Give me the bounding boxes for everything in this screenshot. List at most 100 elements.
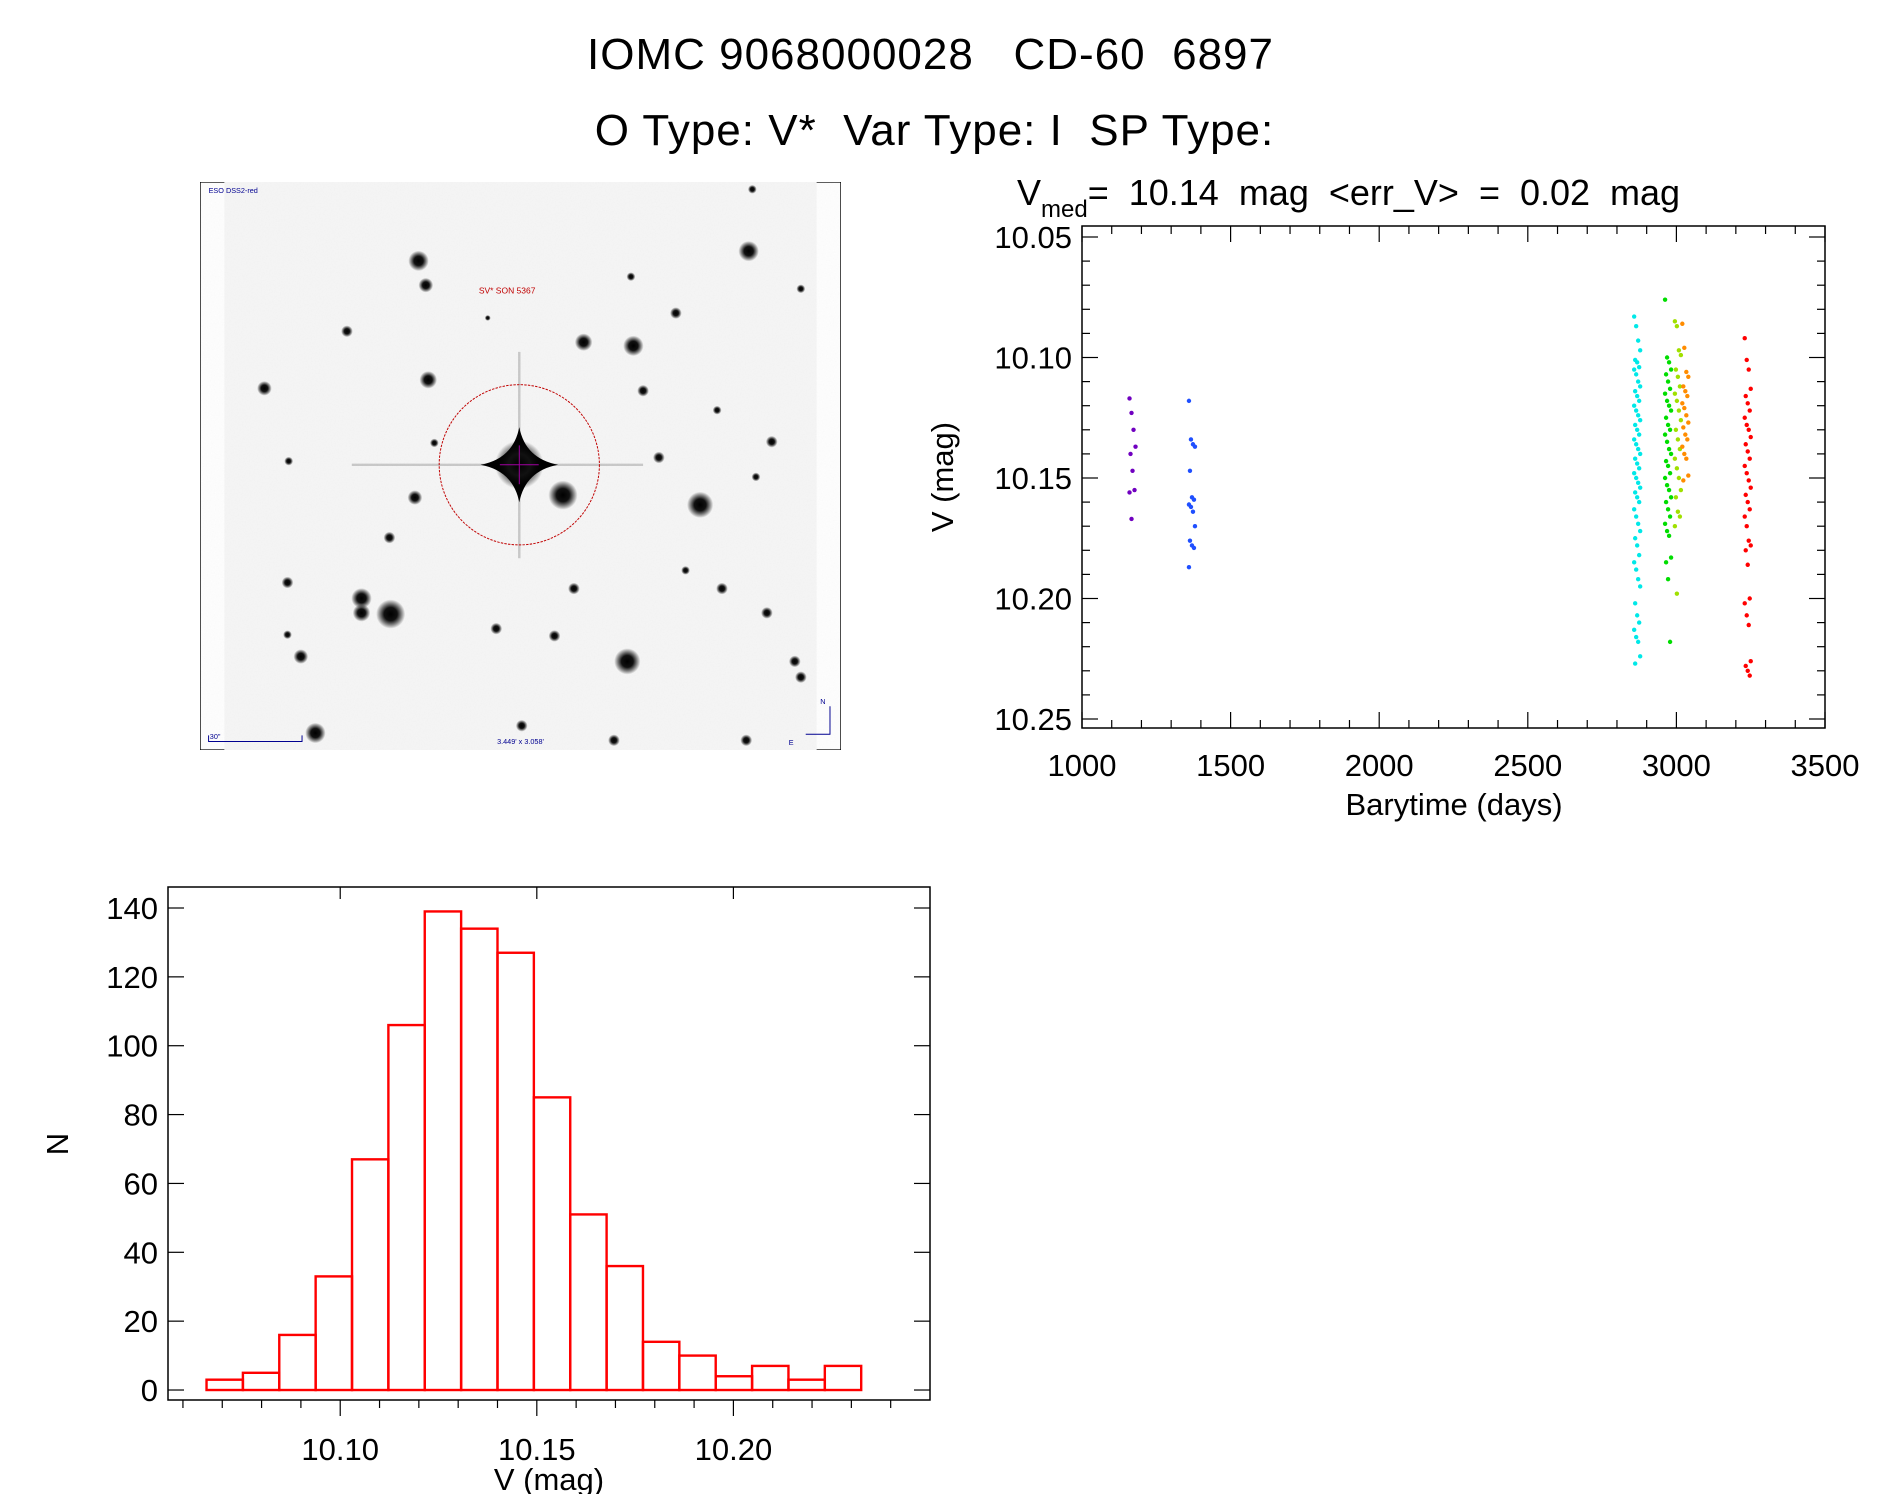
data-point-season-6	[1682, 345, 1687, 351]
vmed-subscript: med	[1041, 196, 1088, 223]
data-point-season-3	[1637, 485, 1643, 490]
histogram-bar	[241, 1371, 281, 1392]
data-point-season-5	[1673, 367, 1679, 372]
data-point-season-4	[1664, 528, 1670, 534]
data-point-season-5	[1676, 348, 1682, 353]
data-point-season-3	[1636, 552, 1642, 558]
data-point-season-7	[1742, 601, 1747, 606]
data-point-season-7	[1746, 622, 1751, 628]
data-point-season-4	[1663, 415, 1669, 420]
data-point-season-7	[1747, 408, 1752, 413]
data-point-season-1	[1129, 410, 1134, 416]
data-point-season-7	[1746, 367, 1751, 372]
data-point-season-2	[1186, 398, 1192, 404]
data-point-season-3	[1632, 536, 1638, 541]
data-point-season-3	[1631, 470, 1637, 476]
data-point-season-6	[1686, 420, 1691, 425]
histogram-bar	[532, 1096, 572, 1392]
data-point-season-7	[1746, 538, 1751, 543]
data-point-season-4	[1668, 555, 1674, 560]
y-tick-label: 10.05	[994, 220, 1072, 255]
data-point-season-4	[1663, 499, 1669, 505]
target-label: SV* SON 5367	[479, 286, 536, 296]
data-point-season-4	[1665, 463, 1671, 469]
data-point-season-5	[1672, 456, 1678, 461]
data-point-season-4	[1663, 458, 1669, 464]
data-point-season-6	[1684, 413, 1689, 418]
light-curve-xlabel: Barytime (days)	[1345, 787, 1562, 822]
data-point-season-3	[1635, 413, 1641, 418]
y-tick-label: 10.15	[994, 461, 1072, 496]
star	[761, 607, 773, 619]
data-point-season-7	[1745, 449, 1750, 454]
data-point-season-7	[1745, 668, 1750, 673]
y-tick-label: 10.25	[994, 702, 1072, 737]
data-point-season-7	[1743, 548, 1748, 553]
data-point-season-7	[1748, 434, 1753, 440]
y-tick-label: 60	[124, 1166, 158, 1201]
east-label: E	[789, 738, 794, 747]
star	[796, 284, 806, 294]
star	[351, 588, 372, 609]
data-point-season-3	[1633, 323, 1639, 329]
data-point-season-3	[1637, 348, 1643, 353]
star-type-subtitle: O Type: V* Var Type: I SP Type:	[594, 106, 1275, 155]
star-field	[257, 184, 807, 747]
y-tick-label: 10.20	[994, 582, 1072, 617]
data-point-season-6	[1682, 451, 1687, 457]
x-tick-label: 3000	[1642, 748, 1711, 783]
finder-chart-image: SV* SON 5367 ESO DSS2-red 30" 3.449' x 3…	[200, 182, 841, 750]
data-point-season-5	[1677, 384, 1683, 389]
data-point-season-5	[1672, 391, 1678, 396]
north-label: N	[820, 697, 825, 706]
star	[429, 438, 439, 448]
compass-arrows	[805, 706, 831, 735]
data-point-season-4	[1668, 367, 1674, 372]
star	[568, 582, 580, 595]
star	[341, 325, 353, 338]
data-point-season-3	[1635, 480, 1641, 486]
histogram-bar	[823, 1364, 863, 1392]
data-point-season-1	[1127, 396, 1132, 401]
data-point-season-4	[1665, 422, 1671, 428]
data-point-season-7	[1742, 463, 1747, 469]
data-point-season-7	[1744, 470, 1749, 476]
data-point-season-5	[1676, 475, 1682, 481]
histogram-bar	[423, 910, 463, 1392]
x-tick-label: 10.20	[695, 1432, 773, 1467]
data-point-season-3	[1635, 446, 1641, 452]
data-point-season-7	[1742, 514, 1747, 519]
data-point-season-4	[1662, 391, 1668, 396]
data-point-season-5	[1674, 398, 1680, 404]
data-point-season-3	[1635, 379, 1641, 384]
star	[712, 405, 722, 415]
x-tick-label: 10.15	[498, 1432, 576, 1467]
data-point-season-7	[1745, 562, 1750, 567]
data-point-season-4	[1662, 475, 1668, 481]
y-tick-label: 40	[124, 1235, 158, 1270]
data-point-season-3	[1634, 461, 1640, 466]
data-point-season-2	[1191, 497, 1197, 502]
data-point-season-3	[1634, 427, 1640, 432]
data-point-season-4	[1665, 379, 1671, 384]
histogram-bar	[459, 927, 499, 1392]
data-point-season-6	[1680, 401, 1685, 406]
data-point-season-7	[1744, 357, 1749, 363]
image-frame	[200, 182, 841, 750]
data-point-season-3	[1637, 451, 1643, 457]
data-point-season-7	[1746, 478, 1751, 483]
star-identifier-title: IOMC 9068000028 CD-60 6897	[587, 30, 1274, 79]
star	[751, 472, 761, 482]
star	[383, 531, 396, 544]
data-point-season-4	[1664, 483, 1670, 488]
y-tick-label: 120	[106, 960, 158, 995]
data-point-season-6	[1681, 384, 1686, 389]
star	[795, 671, 807, 684]
data-point-season-3	[1635, 338, 1641, 343]
star	[623, 335, 644, 357]
data-point-season-3	[1634, 360, 1640, 365]
star	[788, 655, 801, 668]
data-point-season-1	[1132, 487, 1137, 493]
data-point-season-3	[1636, 620, 1642, 625]
